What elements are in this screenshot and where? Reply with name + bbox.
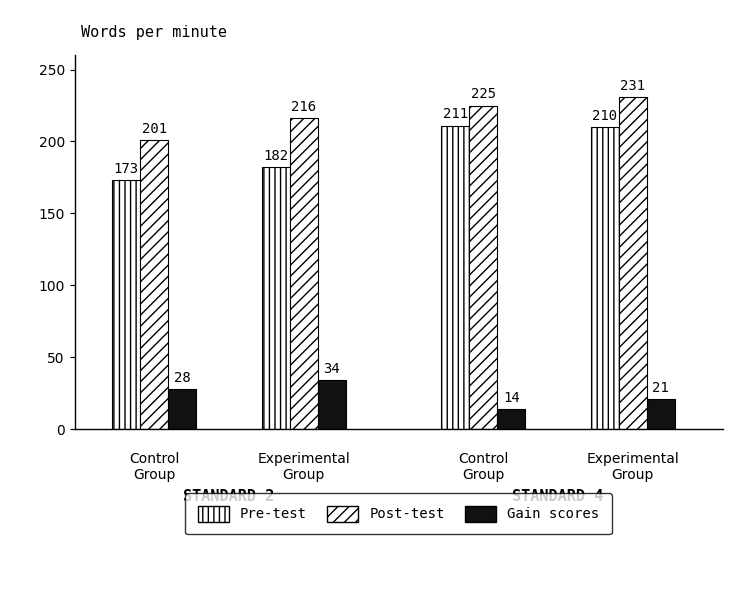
Text: 28: 28 (174, 370, 191, 384)
Text: 231: 231 (621, 78, 645, 93)
Bar (290, 118, 318, 429)
Text: STANDARD 2: STANDARD 2 (183, 489, 275, 504)
Text: Control
Group: Control Group (458, 452, 509, 482)
Bar (112, 180, 140, 429)
Text: 201: 201 (142, 122, 167, 135)
Text: 173: 173 (114, 162, 139, 176)
Text: 216: 216 (291, 100, 317, 114)
Text: 225: 225 (471, 87, 496, 101)
Legend: Pre-test, Post-test, Gain scores: Pre-test, Post-test, Gain scores (186, 493, 612, 535)
Text: Words per minute: Words per minute (81, 25, 227, 40)
Bar (647, 399, 675, 429)
Bar (591, 127, 619, 429)
Text: STANDARD 4: STANDARD 4 (513, 489, 603, 504)
Bar (498, 409, 525, 429)
Bar (442, 126, 469, 429)
Text: 21: 21 (653, 381, 669, 395)
Text: 14: 14 (503, 390, 519, 405)
Text: Experimental
Group: Experimental Group (258, 452, 350, 482)
Text: Experimental
Group: Experimental Group (586, 452, 679, 482)
Text: Control
Group: Control Group (129, 452, 180, 482)
Bar (318, 380, 346, 429)
Bar (619, 97, 647, 429)
Bar (140, 140, 168, 429)
Text: 182: 182 (264, 149, 288, 163)
Text: 210: 210 (592, 109, 618, 123)
Bar (262, 167, 290, 429)
Bar (168, 389, 196, 429)
Bar (469, 105, 498, 429)
Text: 34: 34 (323, 362, 340, 376)
Text: 211: 211 (443, 107, 468, 121)
